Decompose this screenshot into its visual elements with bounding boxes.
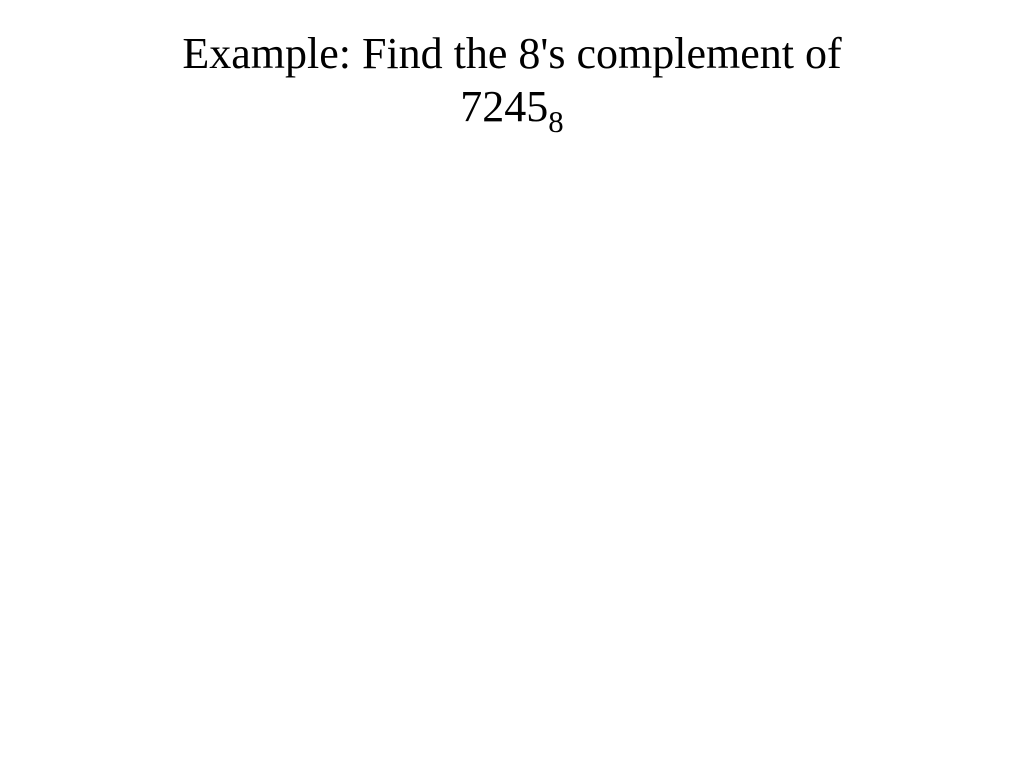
slide-container: Example: Find the 8's complement of 7245… bbox=[0, 0, 1024, 768]
title-line-1: Example: Find the 8's complement of bbox=[0, 28, 1024, 81]
title-subscript: 8 bbox=[548, 105, 563, 139]
title-line-2: 72458 bbox=[0, 81, 1024, 140]
title-number: 7245 bbox=[460, 82, 548, 131]
slide-title: Example: Find the 8's complement of 7245… bbox=[0, 28, 1024, 140]
